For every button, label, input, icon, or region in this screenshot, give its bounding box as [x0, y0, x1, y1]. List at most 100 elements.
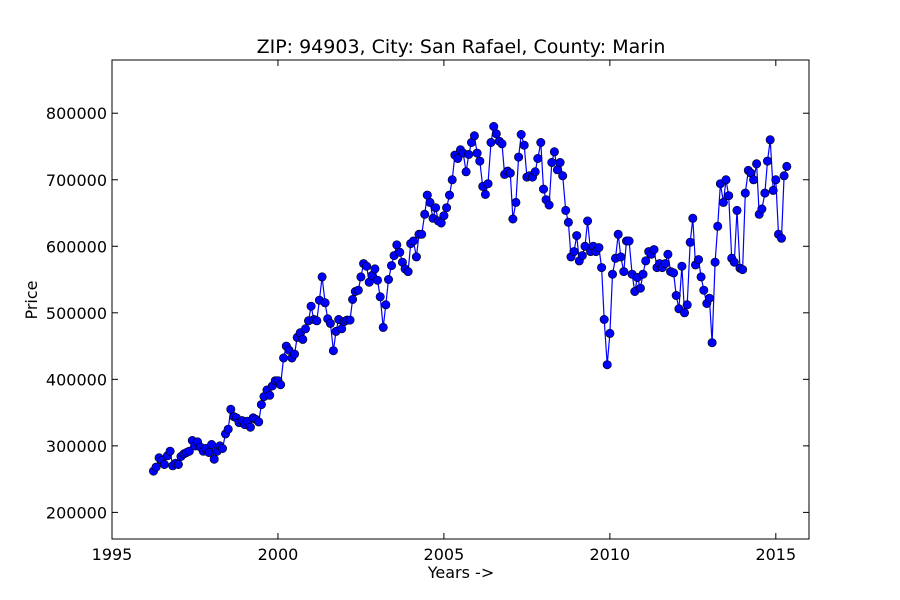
- data-point: [641, 256, 651, 266]
- data-point: [752, 159, 762, 169]
- data-point: [514, 152, 524, 162]
- data-point: [663, 249, 673, 259]
- data-point: [395, 247, 405, 257]
- data-point: [693, 255, 703, 265]
- data-point: [602, 360, 612, 370]
- data-point: [312, 316, 322, 326]
- data-point: [386, 261, 396, 271]
- data-point: [721, 175, 731, 185]
- data-point: [607, 269, 617, 279]
- data-point: [544, 200, 554, 210]
- data-point: [353, 285, 363, 295]
- data-point: [417, 229, 427, 239]
- data-point: [403, 267, 413, 277]
- data-point: [511, 197, 521, 207]
- data-point: [561, 205, 571, 215]
- y-tick-label: 700000: [46, 171, 107, 190]
- x-tick-label: 2005: [424, 545, 465, 564]
- data-point: [447, 175, 457, 185]
- data-point: [516, 130, 526, 140]
- data-point: [320, 298, 330, 308]
- data-point: [472, 148, 482, 158]
- data-point: [594, 243, 604, 253]
- data-point: [159, 459, 169, 469]
- data-point: [431, 203, 441, 213]
- x-tick-label: 2000: [258, 545, 299, 564]
- data-point: [638, 269, 648, 279]
- x-tick-label: 2010: [589, 545, 630, 564]
- data-point: [375, 292, 385, 302]
- y-tick-label: 300000: [46, 437, 107, 456]
- y-tick-label: 800000: [46, 104, 107, 123]
- data-point: [549, 147, 559, 157]
- data-point: [469, 131, 479, 141]
- data-point: [704, 293, 714, 303]
- data-point: [300, 324, 310, 334]
- data-point: [508, 214, 518, 224]
- data-point: [577, 251, 587, 261]
- data-point: [530, 167, 540, 177]
- data-point: [497, 139, 507, 149]
- data-point: [558, 171, 568, 181]
- data-point: [505, 168, 515, 178]
- x-tick-label: 2015: [755, 545, 796, 564]
- data-point: [218, 443, 228, 453]
- data-point: [464, 150, 474, 160]
- data-point: [710, 257, 720, 267]
- data-point: [370, 264, 380, 274]
- data-point: [328, 346, 338, 356]
- data-point: [408, 236, 418, 246]
- data-point: [184, 446, 194, 456]
- data-point: [649, 245, 659, 255]
- data-point: [771, 175, 781, 185]
- data-point: [444, 190, 454, 200]
- data-point: [538, 184, 548, 194]
- data-point: [677, 261, 687, 271]
- y-tick-label: 400000: [46, 370, 107, 389]
- data-point: [619, 267, 629, 277]
- data-point: [660, 259, 670, 269]
- data-point: [583, 216, 593, 226]
- data-point: [779, 171, 789, 181]
- y-tick-label: 200000: [46, 503, 107, 522]
- data-point: [245, 422, 255, 432]
- data-point: [372, 275, 382, 285]
- data-point: [256, 400, 266, 410]
- data-point: [345, 315, 355, 325]
- data-point: [749, 175, 759, 185]
- data-point: [732, 205, 742, 215]
- data-point: [298, 334, 308, 344]
- data-point: [519, 140, 529, 150]
- data-point: [669, 268, 679, 278]
- data-point: [461, 167, 471, 177]
- data-point: [378, 322, 388, 332]
- data-point: [724, 191, 734, 201]
- x-axis-label: Years ->: [427, 563, 494, 582]
- data-point: [289, 349, 299, 359]
- data-point: [536, 138, 546, 148]
- data-point: [707, 338, 717, 348]
- data-point: [729, 257, 739, 267]
- data-point: [439, 211, 449, 221]
- data-point: [547, 158, 557, 168]
- data-point: [254, 417, 264, 427]
- plot-frame: [111, 59, 810, 540]
- x-axis: 1995 2000 2005 2010 2015: [92, 60, 796, 564]
- data-point: [480, 189, 490, 199]
- data-point: [420, 209, 430, 219]
- data-point: [572, 231, 582, 241]
- data-point: [696, 272, 706, 282]
- data-point: [757, 204, 767, 214]
- data-point: [411, 252, 421, 262]
- data-point: [679, 308, 689, 318]
- data-point: [760, 188, 770, 198]
- data-point: [348, 294, 358, 304]
- data-point: [765, 135, 775, 145]
- data-point: [317, 272, 327, 282]
- data-point: [599, 314, 609, 324]
- data-point: [699, 285, 709, 295]
- data-point: [362, 261, 372, 271]
- data-point: [597, 263, 607, 273]
- series-layer: [149, 122, 792, 476]
- x-tick-label: 1995: [92, 545, 133, 564]
